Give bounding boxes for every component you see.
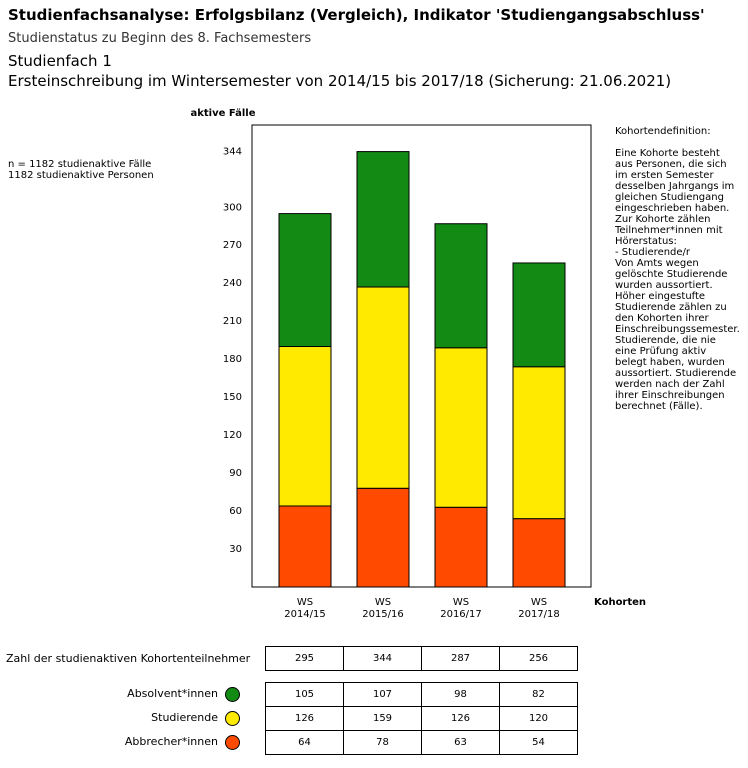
- y-tick-label: 240: [223, 278, 242, 289]
- table-cell: 63: [421, 730, 500, 755]
- legend-label: Abbrecher*innen: [124, 735, 218, 748]
- y-tick-label: 300: [223, 202, 242, 213]
- table-cell: 256: [499, 646, 578, 671]
- y-axis-label: aktive Fälle: [190, 108, 255, 119]
- y-tick-label: 30: [229, 544, 242, 555]
- count-cases: n = 1182 studienaktive Fälle: [8, 159, 152, 170]
- table-cell: 78: [343, 730, 422, 755]
- legend-label: Absolvent*innen: [127, 687, 218, 700]
- legend-swatch: [225, 711, 240, 726]
- table-cell: 105: [265, 682, 344, 707]
- table-cell: 287: [421, 646, 500, 671]
- table-cell: 82: [499, 682, 578, 707]
- y-tick-label: 344: [223, 147, 242, 158]
- bar-segment: [512, 518, 566, 588]
- definition-text: Kohortendefinition:: [615, 126, 711, 137]
- bar-segment: [434, 223, 488, 349]
- bar-segment: [434, 506, 488, 588]
- plot-frame: [251, 124, 592, 588]
- table-cell: 107: [343, 682, 422, 707]
- y-tick-label: 150: [223, 392, 242, 403]
- bar-segment: [356, 286, 410, 489]
- y-tick-label: 270: [223, 240, 242, 251]
- y-tick-label: 180: [223, 354, 242, 365]
- table-cell: 120: [499, 706, 578, 731]
- definition-text: - Studierende/r: [615, 247, 691, 258]
- count-persons: 1182 studienaktive Personen: [8, 170, 154, 181]
- title: Studienfachsanalyse: Erfolgsbilanz (Verg…: [8, 6, 705, 24]
- definition: Kohortendefinition: Eine Kohorte besteht…: [615, 126, 740, 423]
- y-tick-label: 90: [229, 468, 242, 479]
- bar-segment: [278, 505, 332, 588]
- bar-segment: [434, 347, 488, 508]
- x-tick-label: WS 2016/17: [440, 597, 482, 620]
- bar-segment: [356, 487, 410, 588]
- table-cell: 344: [343, 646, 422, 671]
- x-tick-label: WS 2015/16: [362, 597, 404, 620]
- legend-swatch: [225, 687, 240, 702]
- table-cell: 159: [343, 706, 422, 731]
- y-tick-label: 60: [229, 506, 242, 517]
- legend-label: Studierende: [151, 711, 218, 724]
- bar-segment: [512, 262, 566, 368]
- table-cell: 126: [265, 706, 344, 731]
- bar-segment: [356, 151, 410, 288]
- x-tick-label: WS 2014/15: [284, 597, 326, 620]
- bar-segment: [278, 213, 332, 348]
- x-axis-label: Kohorten: [594, 597, 646, 608]
- table-cell: 98: [421, 682, 500, 707]
- legend-swatch: [225, 735, 240, 750]
- table-cell: 126: [421, 706, 500, 731]
- table-cell: 295: [265, 646, 344, 671]
- subheading: Ersteinschreibung im Wintersemester von …: [8, 72, 672, 90]
- y-tick-label: 210: [223, 316, 242, 327]
- subtitle: Studienstatus zu Beginn des 8. Fachsemes…: [8, 31, 312, 46]
- definition-text: Eine Kohorte besteht aus Personen, die s…: [615, 148, 735, 247]
- x-tick-label: WS 2017/18: [518, 597, 560, 620]
- totals-label: Zahl der studienaktiven Kohortenteilnehm…: [6, 652, 251, 665]
- heading: Studienfach 1: [8, 52, 112, 70]
- bar-segment: [512, 366, 566, 520]
- definition-text: Von Amts wegen gelöschte Studierende wur…: [615, 258, 740, 412]
- table-cell: 64: [265, 730, 344, 755]
- bar-segment: [278, 346, 332, 507]
- table-cell: 54: [499, 730, 578, 755]
- y-tick-label: 120: [223, 430, 242, 441]
